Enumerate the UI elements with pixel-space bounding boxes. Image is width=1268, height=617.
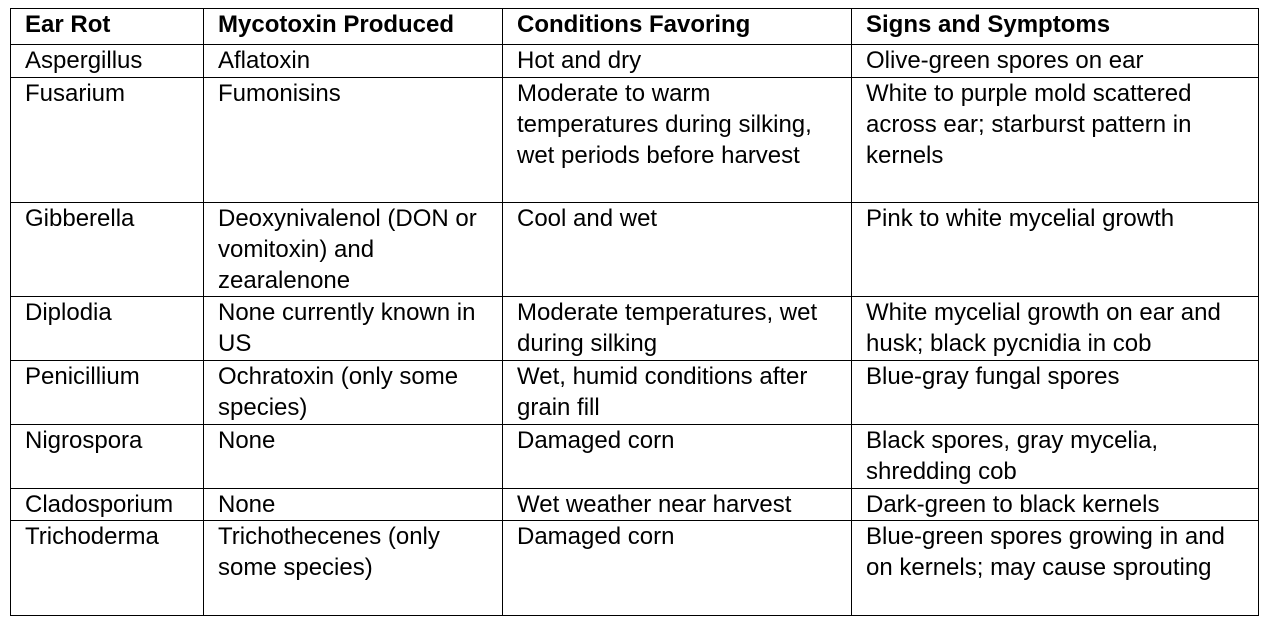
header-cell: Ear Rot	[10, 8, 204, 45]
table-row: Aspergillus Aflatoxin Hot and dry Olive-gre…	[10, 44, 1259, 78]
table-cell: Wet, humid conditions after grain fill	[502, 360, 852, 425]
table-cell: Moderate temperatures, wet during silkin…	[502, 296, 852, 361]
table-cell: Diplodia	[10, 296, 204, 361]
table-row: Trichoderma Trichothecenes (only some spe…	[10, 520, 1259, 616]
table-row: Penicillium Ochratoxin (only some species…	[10, 360, 1259, 425]
table-cell: Aflatoxin	[203, 44, 503, 78]
table-cell: Trichothecenes (only some species)	[203, 520, 503, 616]
table-body: Aspergillus Aflatoxin Hot and dry Olive-gre…	[10, 44, 1259, 616]
table-cell: Cool and wet	[502, 202, 852, 297]
table-cell: None	[203, 424, 503, 489]
table-cell: Wet weather near harvest	[502, 488, 852, 521]
table-cell: Trichoderma	[10, 520, 204, 616]
table-cell: Blue-green spores growing in and on kern…	[851, 520, 1259, 616]
table-row: Nigrospora None Damaged corn Black spores, …	[10, 424, 1259, 489]
header-cell: Conditions Favoring	[502, 8, 852, 45]
table-cell: Deoxynivalenol (DON or vomitoxin) and ze…	[203, 202, 503, 297]
table-cell: None currently known in US	[203, 296, 503, 361]
table-cell: Aspergillus	[10, 44, 204, 78]
table-cell: Moderate to warm temperatures during sil…	[502, 77, 852, 203]
ear-rot-table: Ear Rot Mycotoxin Produced Conditions Favo…	[10, 8, 1259, 616]
table-cell: Gibberella	[10, 202, 204, 297]
table-cell: Pink to white mycelial growth	[851, 202, 1259, 297]
table-cell: Hot and dry	[502, 44, 852, 78]
table-row: Diplodia None currently known in US Modera…	[10, 296, 1259, 361]
table-cell: Penicillium	[10, 360, 204, 425]
table-row: Fusarium Fumonisins Moderate to warm tempe…	[10, 77, 1259, 203]
header-cell: Signs and Symptoms	[851, 8, 1259, 45]
table-cell: Nigrospora	[10, 424, 204, 489]
table-cell: Black spores, gray mycelia, shredding co…	[851, 424, 1259, 489]
header-row: Ear Rot Mycotoxin Produced Conditions Favo…	[10, 8, 1259, 45]
table-cell: Fusarium	[10, 77, 204, 203]
table-row: Gibberella Deoxynivalenol (DON or vomitox…	[10, 202, 1259, 297]
table-cell: Olive-green spores on ear	[851, 44, 1259, 78]
table-cell: Ochratoxin (only some species)	[203, 360, 503, 425]
table-row: Cladosporium None Wet weather near harvest…	[10, 488, 1259, 521]
table-cell: Damaged corn	[502, 424, 852, 489]
table-cell: Cladosporium	[10, 488, 204, 521]
table-cell: Damaged corn	[502, 520, 852, 616]
table-cell: White to purple mold scattered across ea…	[851, 77, 1259, 203]
table-cell: Dark-green to black kernels	[851, 488, 1259, 521]
header-cell: Mycotoxin Produced	[203, 8, 503, 45]
table-cell: Blue-gray fungal spores	[851, 360, 1259, 425]
table-cell: White mycelial growth on ear and husk; b…	[851, 296, 1259, 361]
table-cell: Fumonisins	[203, 77, 503, 203]
table-cell: None	[203, 488, 503, 521]
